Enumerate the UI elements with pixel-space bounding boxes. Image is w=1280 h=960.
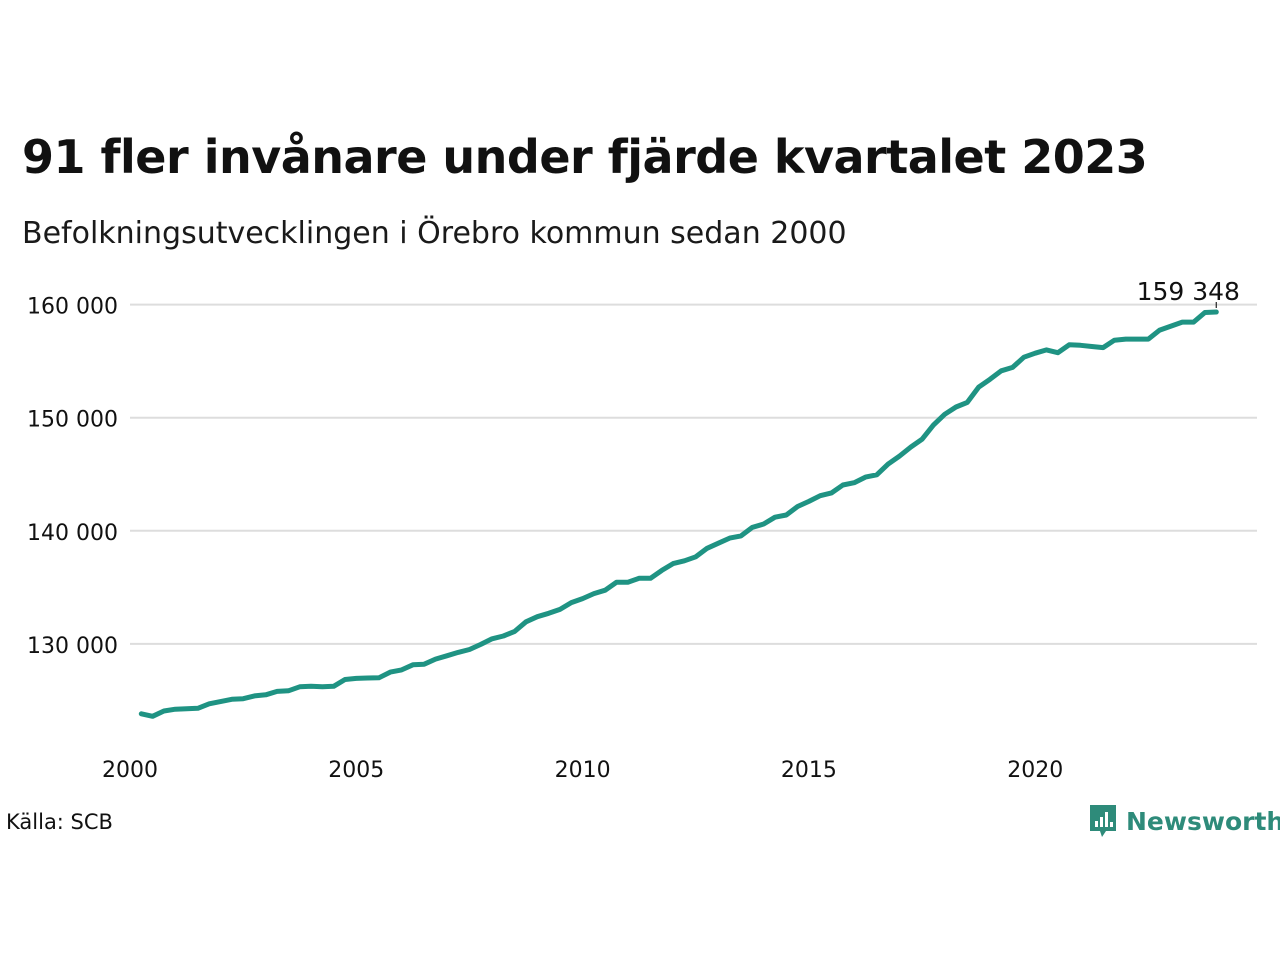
x-tick-label: 2005 xyxy=(328,758,384,783)
brand-logo: Newsworthy xyxy=(1088,803,1280,839)
y-tick-label: 160 000 xyxy=(27,295,118,320)
end-value-label: 159 348 xyxy=(1137,277,1240,306)
x-tick-label: 2000 xyxy=(102,758,158,783)
x-tick-label: 2015 xyxy=(781,758,837,783)
y-tick-label: 130 000 xyxy=(27,634,118,659)
chart-bubble-icon xyxy=(1090,805,1116,837)
chart-subtitle: Befolkningsutvecklingen i Örebro kommun … xyxy=(22,216,847,251)
source-note: Källa: SCB xyxy=(6,810,113,834)
brand-name: Newsworthy xyxy=(1126,806,1280,836)
x-tick-label: 2020 xyxy=(1007,758,1063,783)
chart-title: 91 fler invånare under fjärde kvartalet … xyxy=(22,130,1148,184)
y-tick-label: 150 000 xyxy=(27,408,118,433)
line-chart: 130 000 140 000 150 000 160 000 2000 2005 2010… xyxy=(27,277,1257,783)
series-line xyxy=(138,309,1219,719)
x-tick-label: 2010 xyxy=(555,758,611,783)
y-tick-label: 140 000 xyxy=(27,521,118,546)
